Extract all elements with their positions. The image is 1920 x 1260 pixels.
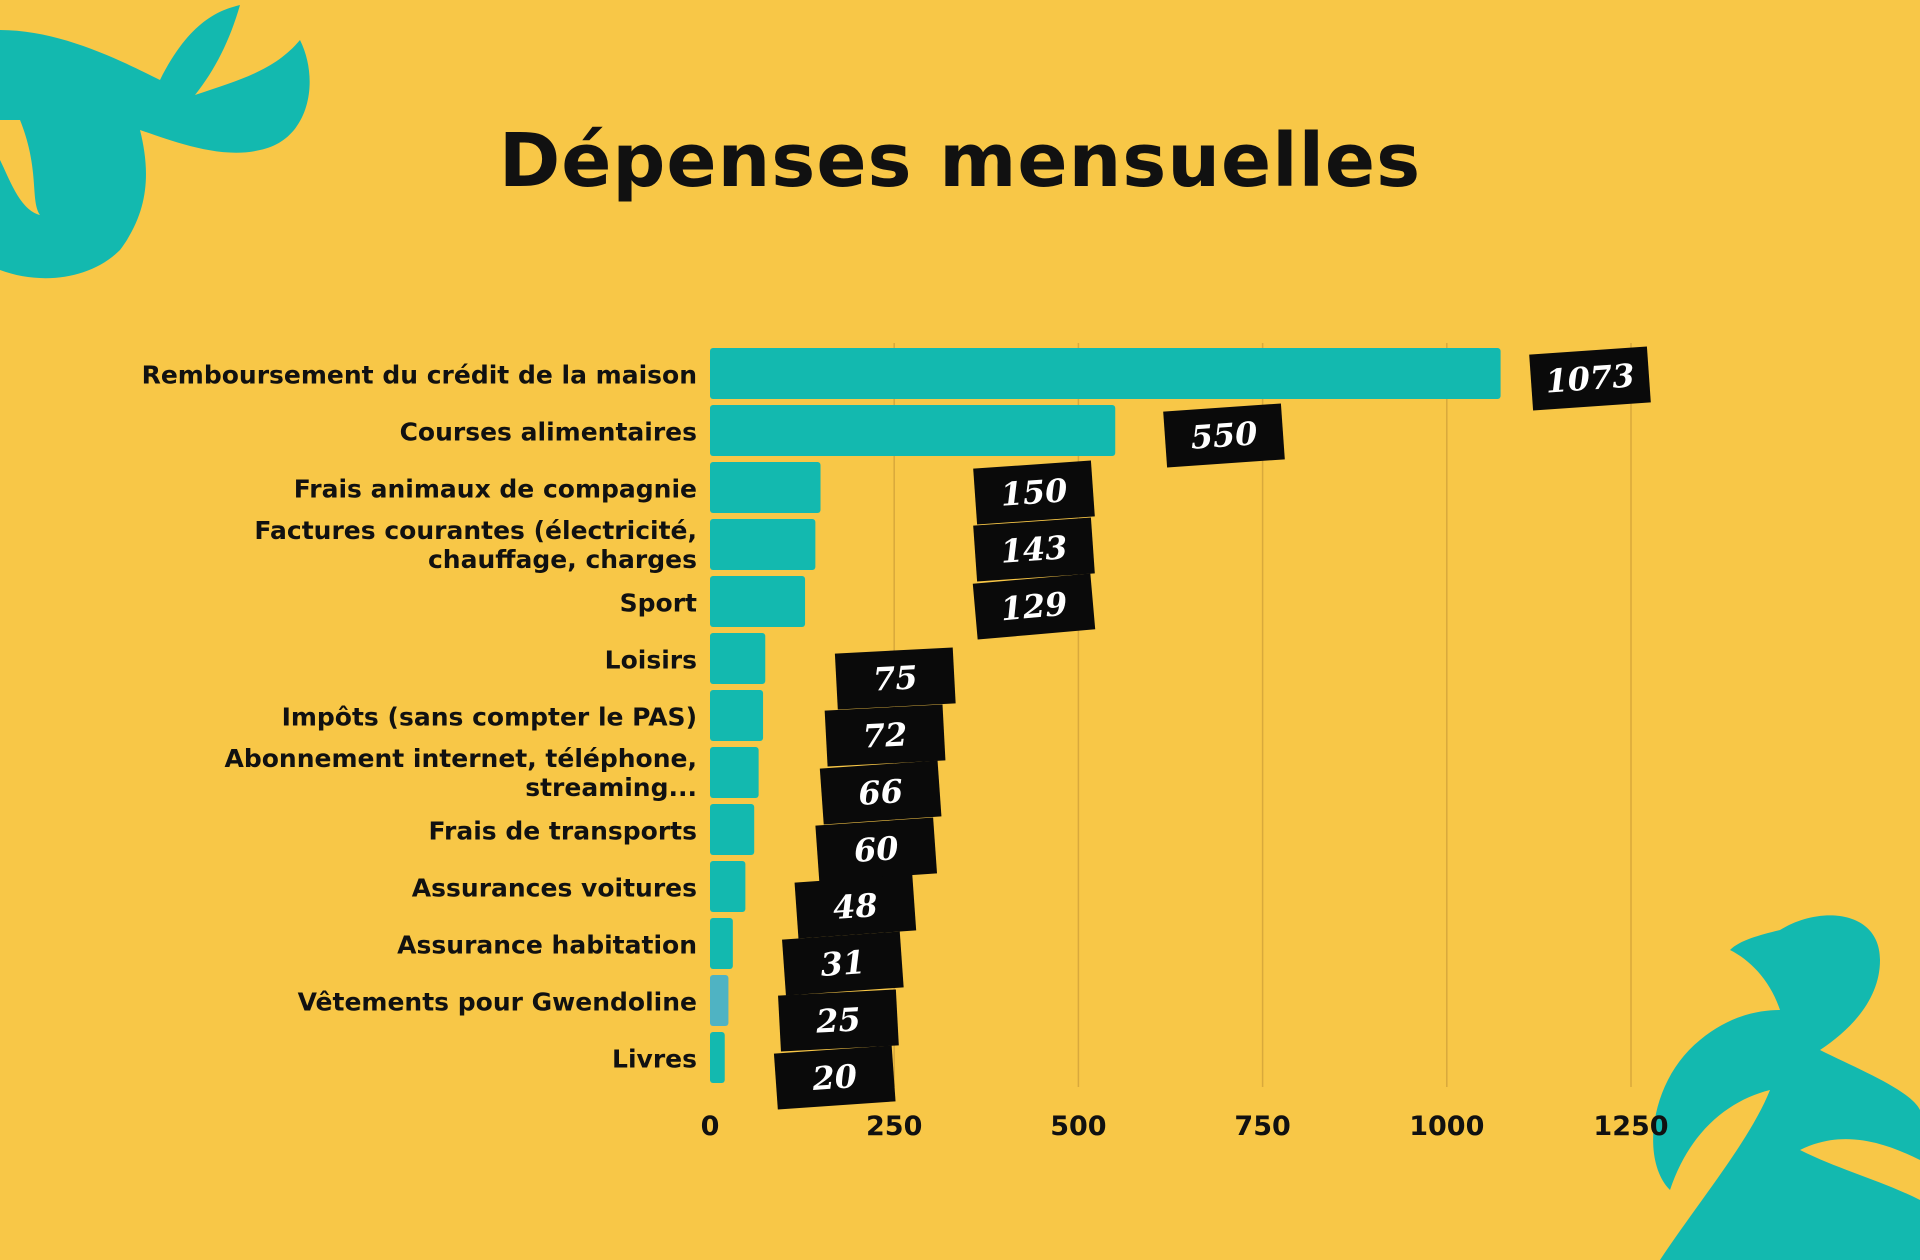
value-label-box: [824, 704, 946, 767]
value-label: 1073: [1529, 346, 1651, 411]
value-label-text: 20: [810, 1057, 858, 1098]
bar: [710, 405, 1116, 456]
x-tick-label: 1250: [1593, 1111, 1668, 1142]
bar: [710, 918, 733, 969]
value-label-box: [972, 573, 1096, 640]
x-tick-label: 0: [701, 1111, 720, 1142]
x-axis-ticks: 0 250 500 750 1000 1250: [701, 1111, 1669, 1142]
bar: [710, 348, 1501, 399]
decorative-shape-top-left: [0, 5, 310, 279]
bar: [710, 633, 766, 684]
value-label: 48: [794, 874, 917, 939]
decorative-shape-bottom-right: [1653, 915, 1920, 1260]
value-label-box: [1163, 403, 1285, 468]
category-label: Loisirs: [605, 646, 697, 675]
value-label-text: 550: [1189, 414, 1258, 457]
value-label-text: 72: [862, 715, 908, 755]
value-label: 66: [819, 760, 942, 825]
value-label: 31: [782, 931, 904, 996]
value-label-text: 150: [999, 471, 1068, 514]
bar: [710, 462, 821, 513]
bar: [710, 975, 729, 1026]
value-label-text: 31: [819, 943, 866, 984]
value-label: 60: [815, 817, 938, 882]
category-label: Courses alimentaires: [400, 418, 697, 447]
value-labels: 1073 550 150 143 129 75 72 66 60 48 31 25 20: [773, 346, 1651, 1110]
value-label-text: 48: [832, 886, 879, 927]
x-tick-label: 500: [1050, 1111, 1106, 1142]
value-label: 129: [972, 573, 1096, 640]
value-label: 550: [1163, 403, 1285, 468]
category-label: Assurances voitures: [412, 874, 697, 903]
value-label: 72: [824, 704, 946, 767]
value-label-box: [794, 874, 917, 939]
value-label-box: [1529, 346, 1651, 411]
category-label: Vêtements pour Gwendoline: [298, 988, 697, 1017]
x-tick-label: 750: [1234, 1111, 1290, 1142]
value-label-box: [782, 931, 904, 996]
value-label-box: [773, 1045, 896, 1110]
value-label-box: [778, 989, 899, 1052]
x-tick-label: 1000: [1409, 1111, 1484, 1142]
category-label: Assurance habitation: [397, 931, 697, 960]
category-label: Sport: [620, 589, 697, 618]
category-label: Factures courantes (électricité, chauffag…: [254, 516, 697, 574]
bar: [710, 519, 816, 570]
value-label-box: [973, 517, 1095, 582]
category-label: Impôts (sans compter le PAS): [282, 703, 697, 732]
bar: [710, 576, 806, 627]
category-label: Remboursement du crédit de la maison: [142, 361, 697, 390]
value-label: 150: [973, 460, 1095, 525]
category-label: Livres: [612, 1045, 697, 1074]
category-label: Frais de transports: [429, 817, 697, 846]
bars: [710, 348, 1501, 1083]
value-label-text: 25: [814, 1000, 861, 1040]
bar: [710, 747, 759, 798]
value-label-text: 66: [857, 772, 904, 813]
value-label-text: 60: [853, 829, 900, 870]
bar: [710, 804, 755, 855]
category-labels: Remboursement du crédit de la maison Cour…: [142, 361, 697, 1074]
chart-title: Dépenses mensuelles: [498, 118, 1422, 204]
bar: [710, 861, 746, 912]
value-label-box: [819, 760, 942, 825]
bar: [710, 690, 764, 741]
category-label: Frais animaux de compagnie: [294, 475, 697, 504]
category-label: Abonnement internet, téléphone, streaming…: [225, 744, 698, 802]
bar: [710, 1032, 725, 1083]
x-tick-label: 250: [866, 1111, 922, 1142]
value-label: 143: [973, 517, 1095, 582]
gridlines: [893, 343, 1632, 1087]
value-label-text: 1073: [1544, 356, 1635, 400]
value-label-text: 143: [999, 528, 1068, 571]
value-label: 20: [773, 1045, 896, 1110]
value-label-text: 75: [872, 658, 918, 698]
value-label: 75: [834, 647, 956, 710]
value-label-box: [815, 817, 938, 882]
value-label: 25: [778, 989, 899, 1052]
value-label-text: 129: [999, 585, 1069, 629]
value-label-box: [834, 647, 956, 710]
value-label-box: [973, 460, 1095, 525]
